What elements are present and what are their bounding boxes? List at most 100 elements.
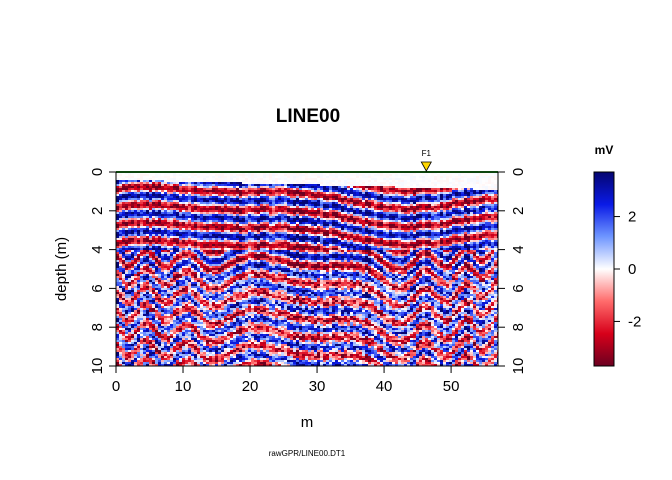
radargram-cell xyxy=(413,196,417,199)
radargram-cell xyxy=(140,218,144,221)
radargram-cell xyxy=(440,220,444,223)
radargram-cell xyxy=(146,196,150,199)
radargram-cell xyxy=(374,188,378,191)
radargram-cell xyxy=(215,194,219,197)
radargram-cell xyxy=(365,220,369,223)
radargram-cell xyxy=(368,180,372,183)
radargram-cell xyxy=(422,206,426,209)
radargram-cell xyxy=(170,186,174,189)
radargram-cell xyxy=(326,206,330,209)
radargram-cell xyxy=(467,226,471,229)
radargram-cell xyxy=(476,180,480,183)
radargram-cell xyxy=(485,222,489,225)
radargram-cell xyxy=(191,226,195,229)
radargram-cell xyxy=(209,212,213,215)
radargram-cell xyxy=(398,172,402,175)
radargram-cell xyxy=(383,228,387,231)
radargram-cell xyxy=(440,204,444,207)
radargram-cell xyxy=(266,218,270,221)
radargram-cell xyxy=(206,194,210,197)
radargram-cell xyxy=(422,180,426,183)
radargram-cell xyxy=(338,194,342,197)
radargram-cell xyxy=(323,172,327,175)
radargram-cell xyxy=(380,202,384,205)
radargram-cell xyxy=(143,202,147,205)
radargram-cell xyxy=(308,222,312,225)
radargram-cell xyxy=(464,212,468,215)
radargram-cell xyxy=(389,204,393,207)
radargram-cell xyxy=(425,218,429,221)
radargram-cell xyxy=(320,184,324,187)
radargram-cell xyxy=(347,230,351,233)
radargram-cell xyxy=(161,176,165,179)
radargram-cell xyxy=(464,186,468,189)
radargram-cell xyxy=(380,200,384,203)
radargram-cell xyxy=(218,182,222,185)
radargram-cell xyxy=(419,182,423,185)
radargram-cell xyxy=(233,180,237,183)
radargram-cell xyxy=(491,172,495,175)
radargram-cell xyxy=(389,202,393,205)
radargram-cell xyxy=(227,210,231,213)
radargram-cell xyxy=(167,194,171,197)
radargram-cell xyxy=(326,204,330,207)
radargram-cell xyxy=(269,232,273,235)
radargram-cell xyxy=(221,226,225,229)
radargram-cell xyxy=(365,200,369,203)
radargram-cell xyxy=(425,198,429,201)
radargram-cell xyxy=(446,190,450,193)
radargram-cell xyxy=(155,228,159,231)
radargram-cell xyxy=(482,176,486,179)
radargram-cell xyxy=(125,186,129,189)
radargram-cell xyxy=(458,180,462,183)
radargram-cell xyxy=(191,206,195,209)
radargram-cell xyxy=(287,214,291,217)
radargram-cell xyxy=(182,188,186,191)
radargram-cell xyxy=(122,226,126,229)
radargram-cell xyxy=(116,232,120,235)
radargram-cell xyxy=(431,174,435,177)
radargram-cell xyxy=(362,190,366,193)
radargram-cell xyxy=(353,178,357,181)
radargram-cell xyxy=(302,232,306,235)
radargram-cell xyxy=(203,176,207,179)
radargram-cell xyxy=(188,184,192,187)
radargram-cell xyxy=(425,180,429,183)
radargram-cell xyxy=(125,232,129,235)
radargram-cell xyxy=(176,192,180,195)
radargram-cell xyxy=(185,226,189,229)
radargram-cell xyxy=(230,182,234,185)
radargram-cell xyxy=(425,228,429,231)
radargram-cell xyxy=(383,188,387,191)
radargram-cell xyxy=(263,196,267,199)
radargram-cell xyxy=(266,194,270,197)
radargram-cell xyxy=(233,192,237,195)
radargram-cell xyxy=(305,216,309,219)
radargram-cell xyxy=(227,178,231,181)
radargram-cell xyxy=(377,204,381,207)
radargram-cell xyxy=(308,186,312,189)
radargram-cell xyxy=(128,234,132,237)
radargram-cell xyxy=(290,194,294,197)
radargram-cell xyxy=(212,202,216,205)
radargram-cell xyxy=(443,220,447,223)
radargram-cell xyxy=(203,184,207,187)
radargram-cell xyxy=(365,190,369,193)
radargram-cell xyxy=(449,192,453,195)
radargram-cell xyxy=(263,200,267,203)
radargram-cell xyxy=(431,204,435,207)
radargram-cell xyxy=(221,204,225,207)
radargram-cell xyxy=(224,178,228,181)
radargram-cell xyxy=(251,198,255,201)
radargram-cell xyxy=(443,232,447,235)
radargram-cell xyxy=(332,200,336,203)
radargram-cell xyxy=(392,222,396,225)
radargram-cell xyxy=(299,182,303,185)
radargram-cell xyxy=(146,182,150,185)
radargram-cell xyxy=(191,194,195,197)
radargram-cell xyxy=(347,228,351,231)
radargram-cell xyxy=(329,184,333,187)
radargram-cell xyxy=(479,184,483,187)
radargram-cell xyxy=(329,234,333,237)
radargram-cell xyxy=(179,220,183,223)
